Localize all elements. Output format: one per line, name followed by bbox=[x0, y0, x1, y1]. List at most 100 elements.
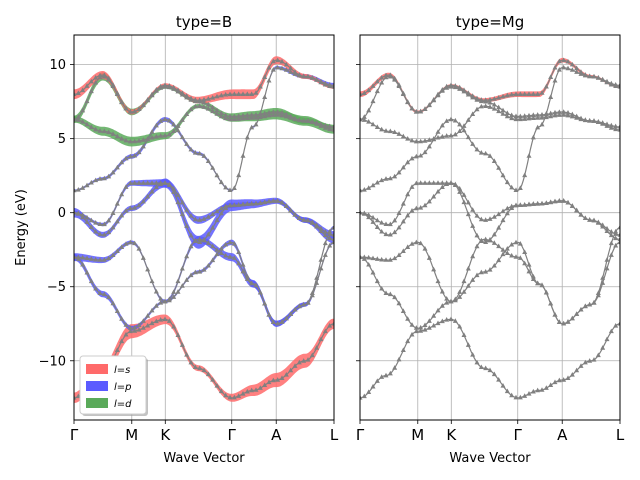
band-marker bbox=[331, 320, 334, 326]
band-marker bbox=[360, 394, 363, 400]
band-marker bbox=[491, 96, 497, 101]
band-marker bbox=[491, 262, 497, 268]
band-marker bbox=[145, 193, 151, 199]
band-marker bbox=[136, 180, 142, 185]
band-marker bbox=[145, 313, 151, 318]
band-marker bbox=[526, 261, 532, 267]
band-marker bbox=[548, 74, 554, 80]
band-marker bbox=[210, 108, 216, 114]
band-marker bbox=[448, 116, 454, 122]
band-marker bbox=[197, 217, 203, 222]
band-marker bbox=[253, 90, 259, 95]
band-marker bbox=[613, 242, 619, 248]
band-marker bbox=[201, 99, 207, 105]
band-marker bbox=[127, 205, 133, 211]
band-marker bbox=[392, 294, 398, 300]
band-marker bbox=[162, 180, 168, 185]
legend: l=s l=p l=d bbox=[79, 355, 148, 416]
band-marker bbox=[439, 303, 445, 308]
band-marker bbox=[565, 375, 571, 380]
band-marker bbox=[314, 222, 320, 228]
band-marker bbox=[192, 216, 198, 222]
band-marker bbox=[400, 133, 406, 139]
band-marker bbox=[171, 128, 177, 134]
band-marker bbox=[162, 116, 168, 122]
band-marker bbox=[322, 81, 328, 87]
band-marker bbox=[396, 82, 402, 87]
band-marker bbox=[552, 112, 558, 118]
band-marker bbox=[396, 356, 402, 362]
band-marker bbox=[171, 84, 177, 90]
band-marker bbox=[283, 203, 289, 208]
band-marker bbox=[496, 165, 502, 170]
band-marker bbox=[223, 184, 229, 190]
x-tick-label: K bbox=[446, 426, 457, 444]
band-marker bbox=[405, 191, 411, 197]
band-marker bbox=[400, 201, 406, 206]
band-marker bbox=[184, 253, 190, 259]
band-marker bbox=[478, 238, 484, 243]
band-marker bbox=[561, 57, 567, 63]
band-marker bbox=[119, 338, 125, 344]
band-marker bbox=[366, 261, 372, 267]
band-marker bbox=[210, 224, 216, 230]
band-marker bbox=[331, 84, 334, 89]
band-marker bbox=[223, 115, 229, 121]
band-marker bbox=[205, 96, 211, 101]
band-marker bbox=[93, 228, 99, 234]
band-marker bbox=[192, 103, 198, 109]
band-marker bbox=[361, 187, 367, 192]
band-marker bbox=[582, 215, 588, 221]
band-marker bbox=[366, 119, 372, 124]
band-marker bbox=[214, 111, 220, 116]
band-marker bbox=[97, 221, 103, 227]
band-marker bbox=[548, 110, 554, 116]
band-marker bbox=[617, 124, 620, 129]
band-marker bbox=[214, 107, 220, 113]
band-marker bbox=[591, 357, 597, 362]
band-marker bbox=[483, 365, 489, 371]
band-marker bbox=[513, 91, 519, 97]
band-marker bbox=[439, 180, 445, 185]
band-marker bbox=[617, 224, 620, 230]
band-marker bbox=[552, 64, 558, 70]
band-marker bbox=[413, 108, 419, 114]
band-marker bbox=[179, 342, 185, 347]
x-tick-label: A bbox=[557, 426, 568, 444]
band-marker bbox=[301, 73, 307, 79]
band-marker bbox=[227, 239, 233, 245]
band-marker bbox=[145, 322, 151, 328]
band-marker bbox=[201, 153, 207, 158]
band-marker bbox=[504, 110, 510, 115]
y-tick-label: 10 bbox=[49, 58, 66, 73]
band-marker bbox=[526, 112, 532, 118]
band-marker bbox=[249, 112, 255, 117]
band-marker bbox=[188, 272, 194, 278]
band-marker bbox=[192, 150, 198, 155]
band-marker bbox=[565, 112, 571, 118]
band-marker bbox=[431, 96, 437, 102]
band-marker bbox=[491, 214, 497, 219]
band-marker bbox=[413, 205, 419, 211]
band-marker bbox=[500, 93, 506, 99]
band-marker bbox=[452, 318, 458, 323]
band-marker bbox=[74, 116, 77, 122]
band-marker bbox=[465, 283, 471, 288]
band-marker bbox=[461, 278, 467, 284]
band-marker bbox=[470, 351, 476, 357]
panel-title: type=B bbox=[176, 13, 232, 31]
band-marker bbox=[535, 387, 541, 393]
band-marker bbox=[517, 255, 523, 260]
band-marker bbox=[97, 290, 103, 296]
band-marker bbox=[218, 210, 224, 216]
panel-title: type=Mg bbox=[456, 13, 525, 31]
band-marker bbox=[413, 239, 419, 245]
band-marker bbox=[184, 93, 190, 98]
band-marker bbox=[487, 216, 493, 221]
band-marker bbox=[496, 224, 502, 230]
band-marker bbox=[370, 269, 376, 275]
band-marker bbox=[383, 221, 389, 227]
band-marker bbox=[539, 200, 545, 206]
band-marker bbox=[74, 394, 77, 400]
band-marker bbox=[236, 249, 242, 254]
